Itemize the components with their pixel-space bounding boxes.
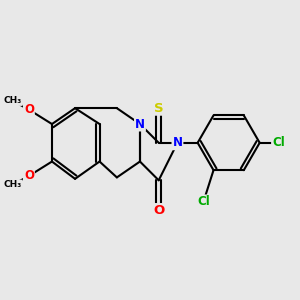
Text: O: O <box>24 169 34 182</box>
Text: N: N <box>172 136 182 149</box>
Text: Cl: Cl <box>272 136 285 149</box>
Text: CH₃: CH₃ <box>4 97 22 106</box>
Text: CH₃: CH₃ <box>4 180 22 189</box>
Text: O: O <box>24 103 34 116</box>
Text: N: N <box>135 118 145 130</box>
Text: O: O <box>153 204 164 217</box>
Text: S: S <box>154 102 164 115</box>
Text: Cl: Cl <box>197 195 210 208</box>
